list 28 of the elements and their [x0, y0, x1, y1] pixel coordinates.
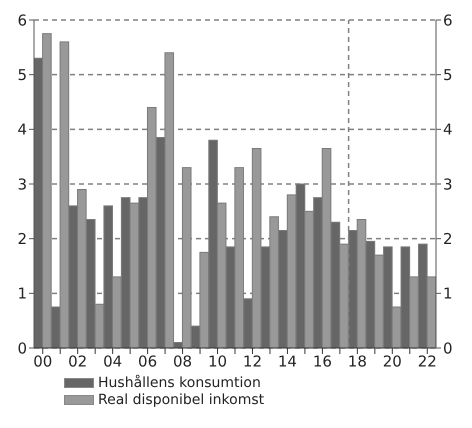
legend-label: Hushållens konsumtion	[98, 374, 261, 390]
x-tick-label: 16	[312, 352, 332, 371]
y2-tick-label: 2	[443, 230, 453, 248]
x-tick-label: 04	[103, 352, 122, 371]
y2-tick-label: 6	[443, 11, 453, 30]
x-tick-label: 20	[382, 352, 402, 371]
y2-tick-label: 0	[443, 339, 453, 358]
y-tick-label: 5	[17, 66, 27, 84]
y2-tick-label: 5	[443, 66, 453, 84]
x-tick-label: 14	[278, 352, 297, 371]
x-tick-label: 08	[173, 352, 192, 371]
y-tick-label: 3	[17, 175, 27, 194]
x-tick-label: 10	[208, 352, 228, 371]
x-tick-label: 00	[33, 352, 52, 371]
y-tick-label: 6	[17, 11, 27, 30]
y2-tick-label: 4	[443, 120, 453, 139]
y-tick-label: 0	[17, 339, 27, 358]
x-tick-label: 22	[418, 352, 437, 371]
y2-tick-label: 1	[443, 284, 453, 303]
x-tick-label: 18	[348, 352, 367, 371]
y-tick-label: 2	[17, 230, 27, 248]
x-tick-label: 06	[138, 352, 158, 371]
x-tick-label: 12	[242, 352, 262, 371]
legend-label: Real disponibel inkomst	[98, 392, 264, 408]
x-tick-label: 02	[68, 352, 88, 371]
y-tick-label: 4	[17, 120, 27, 139]
y-tick-label: 1	[17, 284, 27, 303]
y2-tick-label: 3	[443, 175, 453, 194]
